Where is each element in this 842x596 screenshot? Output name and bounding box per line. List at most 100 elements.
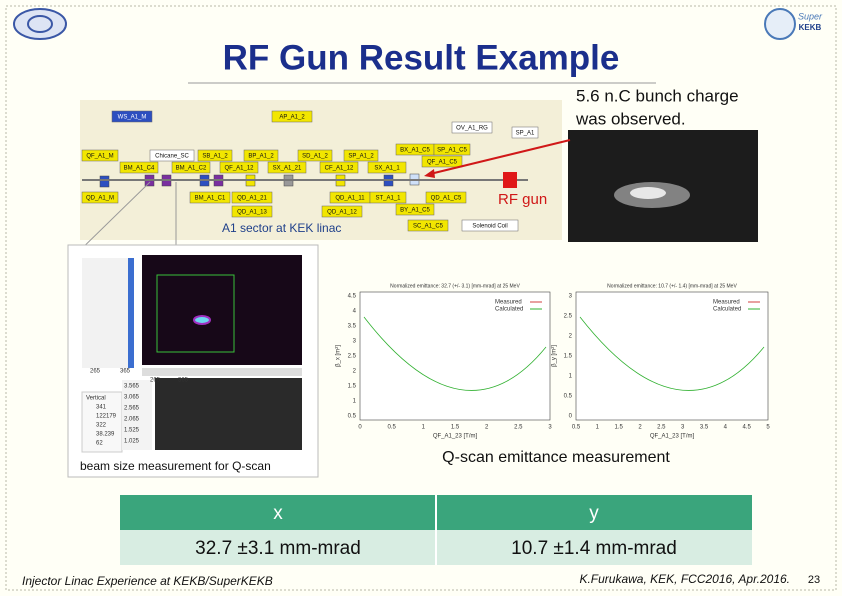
arrow-head: [424, 169, 435, 178]
beamline-element-label: QD_A1_M: [86, 196, 114, 202]
beamline-element: [425, 191, 467, 204]
callout-text: was observed.: [575, 109, 686, 128]
plot-ytick: 2: [569, 334, 573, 340]
plot-xtick: 0.5: [387, 425, 396, 431]
plot-xtick: 3.5: [700, 425, 709, 431]
fit-curve: [579, 316, 765, 391]
beamline-element: [189, 191, 231, 204]
beamline-element-label: QD_A1_13: [237, 210, 267, 216]
beamline-element-label: SP_A1_C5: [437, 148, 467, 154]
beamline-element: [149, 149, 195, 162]
plot-ytick: 4: [353, 309, 357, 315]
plot-ytick: 3: [353, 339, 357, 345]
beamline-element: [197, 149, 233, 162]
plot-xtick: 1.5: [614, 425, 623, 431]
profile-axis-label: 265: [150, 378, 161, 384]
plot-frame: [359, 291, 551, 421]
beamline-element: [243, 149, 279, 162]
beamline-element-label: SC_A1_C5: [413, 224, 444, 230]
profile-side-tick: 1.025: [124, 439, 140, 445]
plot-ytick: 2.5: [564, 314, 573, 320]
beamline-element: [231, 205, 273, 218]
beamline-element-label: Chicane_SC: [155, 154, 189, 160]
beamline-element-label: SD_A1_2: [302, 154, 328, 160]
beamline-element: [111, 110, 153, 123]
beamline-element: [297, 149, 333, 162]
side-axis: [122, 380, 152, 450]
beamline-element: [321, 205, 363, 218]
emittance-plots: Normalized emittance: 32.7 (+/- 3.1) [mm…: [336, 283, 771, 439]
beamline-element-label: BM_A1_C2: [176, 166, 207, 172]
beamline-element: [81, 149, 119, 162]
beamline-element: [171, 161, 211, 174]
profile-axis-label: 365: [120, 369, 131, 375]
beamline-element: [461, 219, 519, 232]
plot-xtick: 3: [681, 425, 685, 431]
plot-xtick: 0: [358, 425, 362, 431]
plot-title: Normalized emittance: 10.7 (+/- 1.4) [mm…: [607, 283, 737, 289]
plot-xlabel: QF_A1_23 [T/m]: [433, 434, 478, 440]
beamline-element: [81, 191, 119, 204]
plot-xtick: 4.5: [742, 425, 751, 431]
beamline-element-label: SX_A1_1: [374, 166, 400, 172]
beamline: WS_A1_M AP_A1_2 QF_A1_M Chicane_SC SB_A1_2 BP…: [81, 110, 539, 232]
plot-ytick: 0.5: [564, 394, 573, 400]
beamline-element-label: Solenoid Coil: [472, 224, 507, 230]
plot-xtick: 1: [596, 425, 600, 431]
beam-spot-core: [630, 187, 666, 199]
plot-legend: Measured: [495, 300, 522, 306]
beamline-magnet: [99, 175, 110, 188]
plot-ytick: 1.5: [348, 384, 357, 390]
plot-ytick: 0: [569, 414, 573, 420]
beamline-element-label: BY_A1_C5: [400, 208, 430, 214]
rf-gun-label: RF gun: [498, 191, 547, 208]
beamline-element-label: QF_A1_M: [86, 154, 113, 160]
beamline-element-label: BP_A1_2: [248, 154, 274, 160]
profile-side-tick: 2.065: [124, 417, 140, 423]
profile-spot: [193, 315, 211, 325]
beamline-element-label: BX_A1_C5: [400, 148, 430, 154]
slide-border: [5, 5, 837, 591]
beamline-element-label: WS_A1_M: [118, 115, 147, 121]
logo-text: Super: [798, 11, 823, 21]
beamline-element: [319, 161, 359, 174]
profile-axis-label: 365: [178, 378, 189, 384]
plot-ylabel: β_y [m²]: [552, 345, 558, 367]
profile-histogram: [82, 258, 134, 368]
profile-readout: Vertical: [86, 396, 106, 402]
plot-xlabel: QF_A1_23 [T/m]: [650, 434, 695, 440]
beamline-element: [451, 121, 493, 134]
plot-title: Normalized emittance: 32.7 (+/- 3.1) [mm…: [390, 283, 520, 289]
plot-ytick: 0.5: [348, 414, 357, 420]
beamline-element-label: QD_A1_11: [335, 196, 365, 202]
beamline-element-label: CF_A1_12: [325, 166, 354, 172]
page-number: 23: [808, 574, 820, 586]
profile-scroll: [142, 368, 302, 376]
footer-left: Injector Linac Experience at KEKB/SuperK…: [22, 574, 273, 588]
beamline-element: [219, 161, 259, 174]
plot-ytick: 3.5: [348, 324, 357, 330]
beamline-element-label: AP_A1_2: [279, 115, 305, 121]
plot-legend: Calculated: [713, 307, 741, 313]
beamline-element: [367, 161, 407, 174]
plot-ytick: 4.5: [348, 294, 357, 300]
table-cell: 10.7 ±1.4 mm-mrad: [511, 538, 677, 559]
logo-text: KEKB: [799, 23, 822, 32]
profile-caption: beam size measurement for Q-scan: [80, 459, 271, 473]
profile-readout: 122179: [96, 414, 117, 420]
beamline-element-label: QD_A1_12: [327, 210, 357, 216]
slide-title: RF Gun Result Example: [223, 38, 620, 77]
logo-left-ring: [27, 15, 53, 33]
readout-box: [81, 391, 123, 453]
plot-ytick: 1: [353, 399, 357, 405]
profile-readout: 62: [96, 441, 103, 447]
plot-xtick: 2: [485, 425, 489, 431]
plot-xtick: 3: [548, 425, 552, 431]
beamline-element: [511, 126, 539, 139]
beamline-element-label: SP_A1_2: [348, 154, 374, 160]
emittance-caption: Q-scan emittance measurement: [442, 449, 670, 466]
plot-ytick: 2: [353, 369, 357, 375]
plot-ytick: 3: [569, 294, 573, 300]
plot-xtick: 2: [638, 425, 642, 431]
